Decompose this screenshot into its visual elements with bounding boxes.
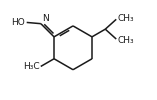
Text: CH₃: CH₃ xyxy=(117,36,134,45)
Text: CH₃: CH₃ xyxy=(117,14,134,23)
Text: H₃C: H₃C xyxy=(23,62,40,71)
Text: HO: HO xyxy=(11,18,25,27)
Text: N: N xyxy=(42,14,49,23)
